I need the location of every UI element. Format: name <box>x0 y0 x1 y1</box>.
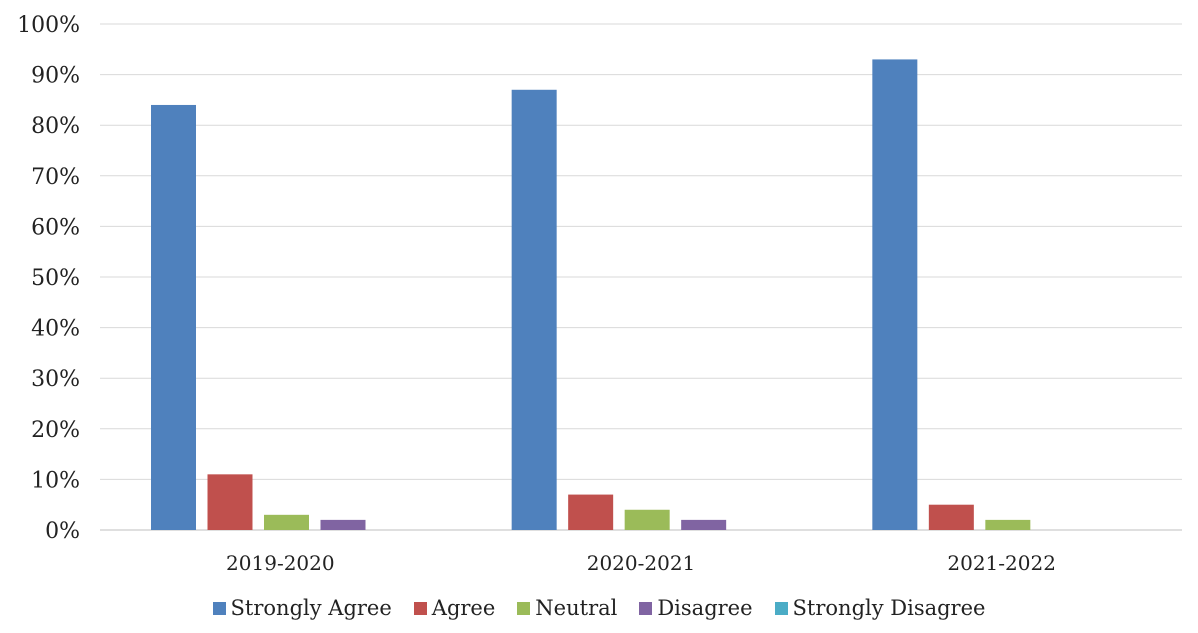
y-tick-label: 60% <box>31 215 80 240</box>
legend-swatch <box>413 601 427 615</box>
legend-item: Disagree <box>639 596 753 620</box>
x-tick-label: 2021-2022 <box>947 551 1056 575</box>
legend-label: Neutral <box>535 596 618 620</box>
y-tick-label: 40% <box>31 317 80 342</box>
bar <box>151 104 196 531</box>
x-axis: 2019-2020 2020-2021 2021-2022 <box>226 551 1056 575</box>
legend-item: Strongly Agree <box>212 596 392 620</box>
bar <box>207 474 253 530</box>
y-tick-label: 80% <box>31 114 80 139</box>
bars <box>151 59 1031 531</box>
bar-chart: 0% 10% 20% 30% 40% 50% 60% 70% 80% 90% 100% 2019-2… <box>17 13 1182 575</box>
x-tick-label: 2020-2021 <box>587 551 696 575</box>
bar <box>928 504 974 530</box>
y-tick-label: 100% <box>17 13 80 38</box>
legend-item: Neutral <box>517 596 617 620</box>
legend-label: Strongly Disagree <box>792 596 986 620</box>
y-axis: 0% 10% 20% 30% 40% 50% 60% 70% 80% 90% 100% <box>17 13 80 544</box>
y-tick-label: 10% <box>31 468 80 493</box>
legend: Strongly Agree Agree Neutral Disagree Strong… <box>0 596 1198 620</box>
bar <box>872 59 918 531</box>
bar <box>985 519 1031 530</box>
legend-item: Agree <box>413 596 496 620</box>
y-tick-label: 30% <box>31 367 80 392</box>
legend-label: Strongly Agree <box>230 596 392 620</box>
bar <box>264 514 309 530</box>
bar <box>568 494 614 530</box>
legend-swatch <box>517 601 531 615</box>
legend-label: Agree <box>431 596 496 620</box>
y-tick-label: 70% <box>31 165 80 190</box>
gridlines <box>100 23 1182 531</box>
bar <box>681 519 727 530</box>
y-tick-label: 0% <box>45 519 80 544</box>
y-tick-label: 90% <box>31 64 80 89</box>
legend-swatch <box>774 601 788 615</box>
bar <box>320 519 366 530</box>
legend-swatch <box>639 601 653 615</box>
legend-item: Strongly Disagree <box>774 596 986 620</box>
y-tick-label: 20% <box>31 418 80 443</box>
bar <box>511 89 557 530</box>
bar <box>624 509 670 530</box>
legend-swatch <box>212 601 226 615</box>
legend-label: Disagree <box>657 596 753 620</box>
y-tick-label: 50% <box>31 266 80 291</box>
x-tick-label: 2019-2020 <box>226 551 335 575</box>
